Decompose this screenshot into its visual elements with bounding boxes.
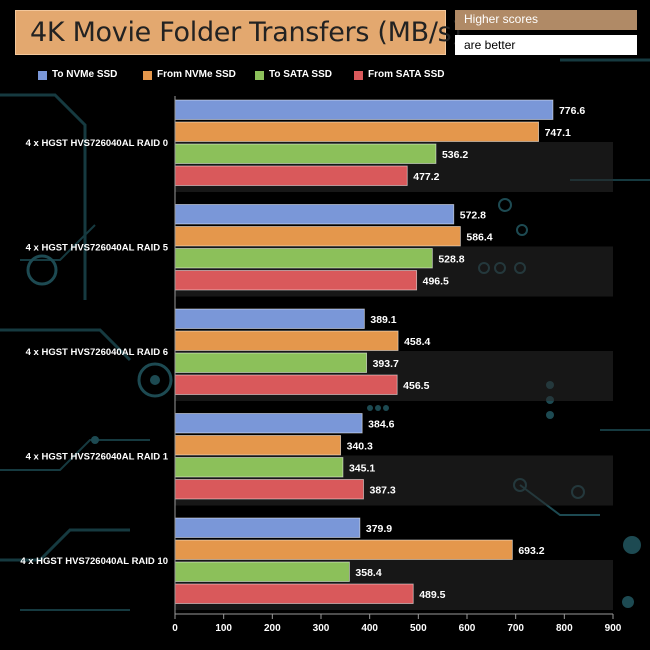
x-tick-label: 900	[605, 623, 622, 634]
data-label: 340.3	[347, 440, 373, 452]
bar	[174, 479, 364, 500]
bar	[174, 583, 414, 604]
data-label: 389.1	[370, 314, 396, 326]
data-label: 693.2	[518, 545, 544, 557]
bar	[174, 226, 461, 247]
note-higher-scores: Higher scores	[455, 10, 637, 30]
bar	[174, 435, 342, 456]
bar	[174, 248, 433, 269]
bar	[174, 270, 418, 291]
data-label: 489.5	[419, 589, 445, 601]
bar	[174, 352, 368, 373]
data-label: 477.2	[413, 171, 439, 183]
category-label: 4 x HGST HVS726040AL RAID 6	[26, 347, 168, 358]
x-tick-label: 400	[361, 623, 378, 634]
data-label: 393.7	[373, 358, 399, 370]
bar	[174, 165, 408, 186]
x-tick-label: 700	[507, 623, 524, 634]
data-label: 586.4	[466, 231, 492, 243]
x-tick-label: 100	[215, 623, 232, 634]
legend-swatch	[38, 71, 47, 80]
note-are-better: are better	[455, 35, 637, 55]
bar	[174, 517, 361, 538]
x-tick-label: 600	[459, 623, 476, 634]
bar	[174, 143, 437, 164]
x-tick-label: 300	[313, 623, 330, 634]
x-tick-label: 0	[172, 623, 178, 634]
data-label: 456.5	[403, 380, 429, 392]
x-tick-label: 200	[264, 623, 281, 634]
category-label: 4 x HGST HVS726040AL RAID 5	[26, 243, 169, 254]
data-label: 345.1	[349, 462, 375, 474]
x-tick-label: 800	[556, 623, 573, 634]
bar	[174, 330, 399, 351]
data-label: 358.4	[355, 567, 381, 579]
note-line-2: are better	[464, 38, 516, 52]
data-label: 572.8	[460, 209, 486, 221]
legend: To NVMe SSD From NVMe SSD To SATA SSD Fr…	[0, 69, 650, 83]
chart-title-box: 4K Movie Folder Transfers (MB/s)	[15, 10, 462, 55]
category-label: 4 x HGST HVS726040AL RAID 0	[26, 138, 168, 149]
legend-swatch	[143, 71, 152, 80]
data-label: 379.9	[366, 523, 392, 535]
data-label: 496.5	[423, 275, 449, 287]
legend-label: From NVMe SSD	[157, 69, 236, 80]
category-label: 4 x HGST HVS726040AL RAID 1	[26, 452, 169, 463]
x-tick-label: 500	[410, 623, 427, 634]
bar	[174, 374, 398, 395]
bar	[174, 539, 513, 560]
x-tick-layer: 0 100 200 300 400 500 600 700 800 900	[172, 614, 622, 634]
legend-label: To NVMe SSD	[52, 69, 118, 80]
bar	[174, 204, 455, 225]
data-label: 387.3	[369, 484, 395, 496]
bars-layer	[174, 99, 554, 604]
legend-swatch	[354, 71, 363, 80]
note-line-1: Higher scores	[464, 12, 539, 26]
axes-layer	[174, 96, 613, 615]
data-label: 458.4	[404, 336, 430, 348]
bar	[174, 457, 344, 478]
data-label: 536.2	[442, 149, 468, 161]
category-labels-layer: 4 x HGST HVS726040AL RAID 0 4 x HGST HVS7…	[20, 138, 168, 567]
bar	[174, 561, 350, 582]
legend-label: From SATA SSD	[368, 69, 445, 80]
data-label: 528.8	[438, 253, 464, 265]
bar	[174, 99, 554, 120]
legend-label: To SATA SSD	[269, 69, 332, 80]
category-label: 4 x HGST HVS726040AL RAID 10	[20, 556, 168, 567]
data-label: 776.6	[559, 105, 585, 117]
bar	[174, 121, 539, 142]
bar	[174, 308, 365, 329]
bar	[174, 413, 363, 434]
chart-title: 4K Movie Folder Transfers (MB/s)	[30, 17, 462, 48]
data-label: 747.1	[545, 127, 571, 139]
legend-swatch	[255, 71, 264, 80]
data-label: 384.6	[368, 418, 394, 430]
